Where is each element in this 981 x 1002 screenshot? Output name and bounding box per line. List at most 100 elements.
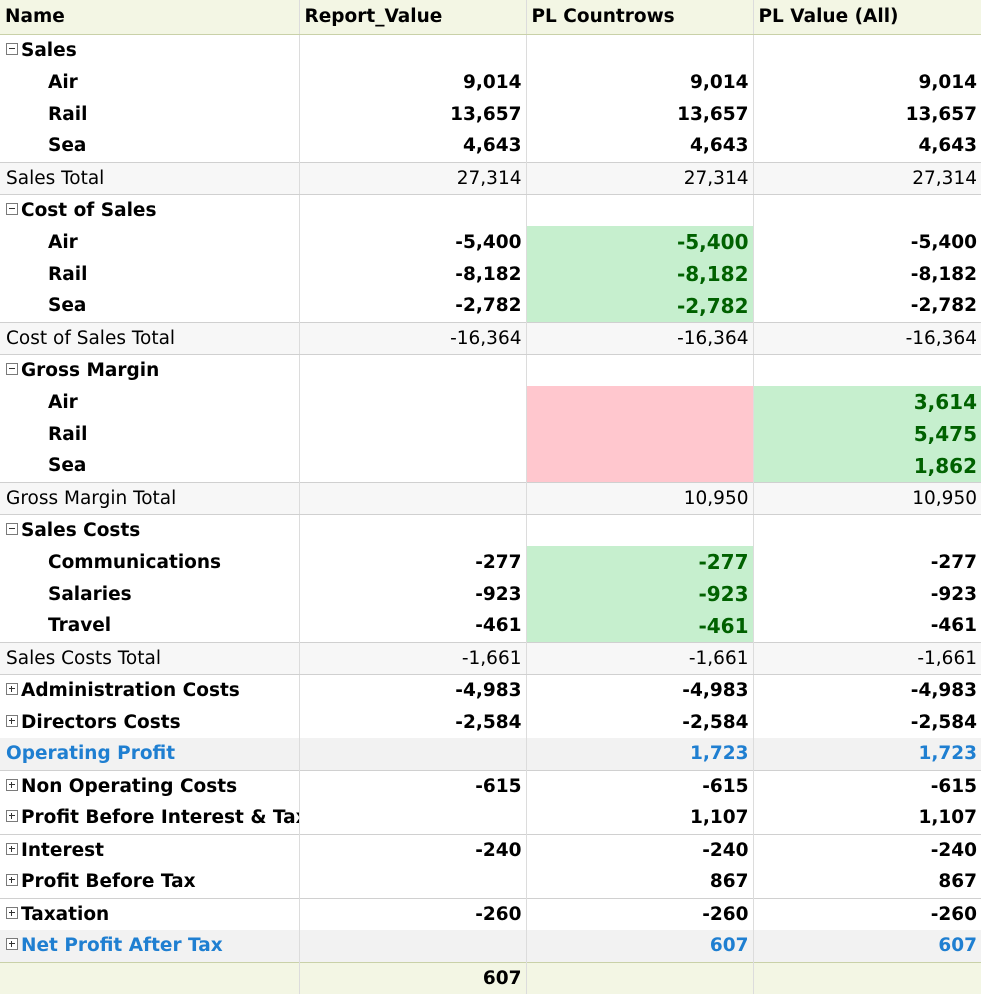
group-label: Cost of Sales bbox=[21, 199, 157, 221]
cell-pl-value-all: -277 bbox=[752, 546, 981, 578]
group-label: Profit Before Interest & Tax bbox=[21, 807, 299, 829]
plus-box-icon[interactable] bbox=[6, 842, 18, 855]
cell-pl-value-all: -16,364 bbox=[752, 321, 981, 355]
minus-box-icon[interactable] bbox=[6, 202, 18, 215]
cell-pl-countrows: -16,364 bbox=[525, 321, 753, 355]
cell-pl-value-all: -5,400 bbox=[752, 226, 981, 258]
column-header-name[interactable]: Name bbox=[0, 0, 299, 35]
group-label: Gross Margin bbox=[21, 359, 160, 381]
minus-box-icon[interactable] bbox=[6, 522, 18, 535]
table-row: Air 3,614 bbox=[0, 386, 981, 418]
cell-report-value: -16,364 bbox=[298, 321, 526, 355]
column-header-report-value[interactable]: Report_Value bbox=[298, 0, 526, 35]
group-row-cost-of-sales: Cost of Sales bbox=[0, 194, 981, 226]
cell-report-value: 27,314 bbox=[298, 161, 526, 195]
cell-pl-value-all: 1,723 bbox=[752, 738, 981, 770]
cell-pl-countrows: -615 bbox=[525, 769, 753, 802]
table-row: Rail 5,475 bbox=[0, 418, 981, 450]
row-label: Salaries bbox=[48, 583, 132, 605]
plus-box-icon[interactable] bbox=[6, 906, 18, 919]
cell-pl-countrows bbox=[525, 418, 753, 450]
plus-box-icon[interactable] bbox=[6, 682, 18, 695]
cell-pl-value-all: 1,862 bbox=[752, 450, 981, 482]
cell-pl-value-all bbox=[752, 961, 981, 994]
table-row: Sea 4,643 4,643 4,643 bbox=[0, 130, 981, 162]
cell-report-value: -277 bbox=[298, 546, 526, 578]
row-label: Air bbox=[48, 71, 78, 93]
table-row: Air 9,014 9,014 9,014 bbox=[0, 66, 981, 98]
group-row-profit-before-interest-tax: Profit Before Interest & Tax 1,107 1,107 bbox=[0, 802, 981, 834]
cell-pl-countrows: 1,723 bbox=[525, 738, 753, 770]
cell-pl-countrows: -240 bbox=[525, 833, 753, 866]
cell-pl-value-all: 3,614 bbox=[752, 386, 981, 418]
cell-pl-countrows: -260 bbox=[525, 897, 753, 930]
plus-box-icon[interactable] bbox=[6, 778, 18, 791]
cell-report-value: 4,643 bbox=[298, 130, 526, 162]
row-label: Sea bbox=[48, 295, 87, 317]
cell-pl-value-all: -8,182 bbox=[752, 258, 981, 290]
cell-report-value bbox=[298, 802, 526, 834]
group-row-profit-before-tax: Profit Before Tax 867 867 bbox=[0, 866, 981, 898]
cell-pl-countrows: 9,014 bbox=[525, 66, 753, 98]
minus-box-icon[interactable] bbox=[6, 42, 18, 55]
table-row: Rail 13,657 13,657 13,657 bbox=[0, 98, 981, 130]
cell-pl-countrows: -4,983 bbox=[525, 674, 753, 706]
group-label: Sales bbox=[21, 39, 77, 61]
plus-box-icon[interactable] bbox=[6, 810, 18, 823]
group-label: Directors Costs bbox=[21, 711, 181, 733]
group-row-gross-margin: Gross Margin bbox=[0, 354, 981, 386]
group-row-net-profit-after-tax: Net Profit After Tax 607 607 bbox=[0, 930, 981, 962]
cell-pl-value-all: -615 bbox=[752, 769, 981, 802]
grand-total-row: 607 bbox=[0, 961, 981, 994]
cell-report-value: -260 bbox=[298, 897, 526, 930]
cell-pl-countrows: 13,657 bbox=[525, 98, 753, 130]
cell-pl-countrows bbox=[525, 386, 753, 418]
cell-report-value: -1,661 bbox=[298, 641, 526, 675]
column-header-pl-value-all[interactable]: PL Value (All) bbox=[752, 0, 981, 35]
group-label: Net Profit After Tax bbox=[21, 935, 223, 957]
group-label: Interest bbox=[21, 839, 104, 861]
cell-pl-countrows: 1,107 bbox=[525, 802, 753, 834]
cell-pl-countrows: -923 bbox=[525, 578, 753, 610]
cell-pl-value-all: -1,661 bbox=[752, 641, 981, 675]
cell-pl-value-all: 9,014 bbox=[752, 66, 981, 98]
row-label: Communications bbox=[48, 551, 222, 573]
group-label: Sales Costs bbox=[21, 519, 141, 541]
minus-box-icon[interactable] bbox=[6, 362, 18, 375]
cell-pl-countrows bbox=[525, 961, 753, 994]
plus-box-icon[interactable] bbox=[6, 938, 18, 951]
cell-pl-countrows: -2,782 bbox=[525, 290, 753, 322]
cell-pl-value-all: -2,584 bbox=[752, 706, 981, 738]
cell-pl-value-all: 4,643 bbox=[752, 130, 981, 162]
group-row-administration-costs: Administration Costs -4,983 -4,983 -4,98… bbox=[0, 674, 981, 706]
cell-pl-value-all: -240 bbox=[752, 833, 981, 866]
table-row: Sea 1,862 bbox=[0, 450, 981, 482]
group-row-interest: Interest -240 -240 -240 bbox=[0, 833, 981, 866]
cell-report-value: -240 bbox=[298, 833, 526, 866]
plus-box-icon[interactable] bbox=[6, 874, 18, 887]
cell-pl-value-all: 13,657 bbox=[752, 98, 981, 130]
cell-pl-countrows: 607 bbox=[525, 930, 753, 962]
plus-box-icon[interactable] bbox=[6, 714, 18, 727]
cell-report-value: -5,400 bbox=[298, 226, 526, 258]
table-row: Salaries -923 -923 -923 bbox=[0, 578, 981, 610]
cell-pl-value-all: -2,782 bbox=[752, 290, 981, 322]
group-row-directors-costs: Directors Costs -2,584 -2,584 -2,584 bbox=[0, 706, 981, 738]
cell-report-value: -2,584 bbox=[298, 706, 526, 738]
header-row: Name Report_Value PL Countrows PL Value … bbox=[0, 0, 981, 35]
cell-pl-value-all: 5,475 bbox=[752, 418, 981, 450]
cell-pl-value-all: 607 bbox=[752, 930, 981, 962]
row-label: Rail bbox=[48, 263, 88, 285]
row-label: Air bbox=[48, 231, 78, 253]
group-row-sales: Sales bbox=[0, 34, 981, 66]
column-header-pl-countrows[interactable]: PL Countrows bbox=[525, 0, 753, 35]
group-row-operating-profit: Operating Profit 1,723 1,723 bbox=[0, 738, 981, 770]
cell-report-value bbox=[298, 930, 526, 962]
group-label: Taxation bbox=[21, 903, 110, 925]
cell-pl-countrows: -1,661 bbox=[525, 641, 753, 675]
row-label: Sea bbox=[48, 455, 87, 477]
table-row: Travel -461 -461 -461 bbox=[0, 610, 981, 642]
cell-report-value: -615 bbox=[298, 769, 526, 802]
cell-report-value: 13,657 bbox=[298, 98, 526, 130]
